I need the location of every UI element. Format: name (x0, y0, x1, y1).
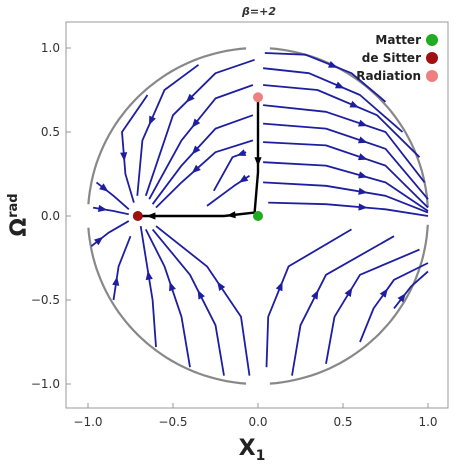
streamline-arrowhead (344, 287, 353, 297)
streamline-arrowhead (238, 174, 249, 183)
y-tick-label: 0.5 (41, 125, 60, 139)
legend-marker (426, 52, 438, 64)
streamline-arrowhead (358, 203, 368, 211)
streamline (263, 141, 429, 209)
streamline-arrowhead (169, 281, 176, 292)
boundary-arc (269, 224, 429, 385)
streamline (112, 235, 132, 301)
streamline-arrowhead (358, 171, 368, 179)
streamline (263, 104, 426, 183)
streamline-arrowhead (397, 293, 406, 303)
streamline-arrowhead (275, 281, 283, 292)
streamline (263, 161, 429, 212)
streamline-arrowhead (311, 289, 319, 300)
streamline-arrowhead (358, 187, 368, 195)
chart-title: β=+2 (241, 5, 276, 18)
x-axis-title: X1 (239, 436, 266, 464)
y-axis-label: Ω (7, 218, 32, 237)
y-tick-label: 0.0 (41, 209, 60, 223)
x-tick-label: −0.5 (158, 415, 187, 429)
streamline-arrowhead (94, 236, 104, 246)
fixed-points (132, 92, 263, 221)
streamline (291, 235, 395, 376)
streamline-arrowhead (358, 153, 368, 161)
trajectory-arrowhead (226, 211, 236, 219)
y-axis-title: Ωrad (6, 193, 32, 236)
fixed-point-matter (253, 211, 263, 221)
legend-label: de Sitter (362, 51, 421, 65)
trajectory-arrowhead (254, 157, 262, 167)
streamline (136, 64, 200, 196)
streamline (155, 139, 254, 209)
x-tick-label: 0.5 (333, 415, 352, 429)
streamline-arrowhead (191, 118, 201, 128)
streamline-arrowhead (191, 164, 201, 174)
streamline-arrowhead (236, 149, 247, 156)
streamline (393, 270, 429, 309)
streamline (263, 84, 421, 158)
svg-text:Ωrad: Ωrad (6, 193, 32, 236)
fixed-point-de-sitter (132, 211, 143, 221)
x-axis-subscript: 1 (256, 448, 266, 464)
streamline-arrowhead (335, 81, 345, 89)
streamlines (90, 52, 429, 376)
y-tick-label: −0.5 (31, 293, 60, 307)
y-tick-label: −1.0 (31, 377, 60, 391)
streamline-arrowhead (197, 289, 205, 300)
y-axis-superscript: rad (6, 193, 21, 218)
streamline-arrowhead (99, 183, 109, 192)
boundary-arc (87, 227, 247, 385)
x-tick-label: 1.0 (418, 415, 437, 429)
x-axis-label: X (239, 436, 256, 461)
streamline (144, 58, 255, 197)
streamline-arrowhead (379, 288, 388, 298)
streamline-arrowhead (358, 136, 368, 144)
streamline (263, 122, 429, 200)
streamline (155, 225, 251, 376)
streamline (148, 84, 254, 200)
trajectory-path (137, 97, 260, 218)
streamline (213, 151, 247, 192)
streamline-arrowhead (145, 270, 153, 281)
legend: Matter de Sitter Radiation (356, 33, 438, 83)
streamline-arrowhead (328, 61, 338, 68)
streamline-arrowhead (217, 281, 226, 291)
streamline (151, 228, 225, 376)
streamline-arrowhead (349, 100, 360, 108)
trajectory-group (137, 97, 262, 220)
legend-label: Radiation (356, 69, 421, 83)
y-tick-label: 1.0 (41, 41, 60, 55)
svg-text:X1: X1 (239, 436, 266, 464)
streamline (325, 248, 420, 364)
legend-marker (426, 70, 438, 82)
trajectory-arrowhead (146, 212, 156, 220)
streamline-arrowhead (358, 119, 368, 127)
legend-label: Matter (375, 33, 421, 47)
streamline-arrowhead (149, 115, 156, 126)
streamline (144, 228, 191, 368)
plot-frame (65, 21, 449, 409)
streamline-arrowhead (185, 93, 195, 103)
streamline-arrowhead (97, 204, 108, 212)
streamline-arrowhead (112, 276, 120, 286)
streamline (263, 181, 429, 214)
streamline (264, 52, 387, 103)
axis-ticks: −1.0 −0.5 0.0 0.5 1.0 −1.0 −0.5 0.0 0.5 1.0 (31, 41, 438, 429)
legend-marker (426, 34, 438, 46)
streamline (151, 114, 254, 205)
streamline-arrowhead (120, 152, 128, 162)
streamline (265, 228, 352, 368)
streamline (268, 201, 429, 217)
boundary-arc (87, 47, 247, 205)
fixed-point-radiation (253, 92, 263, 103)
x-tick-label: −1.0 (73, 415, 102, 429)
streamline-arrowhead (191, 145, 201, 155)
streamline (263, 67, 404, 133)
x-tick-label: 0.0 (248, 415, 267, 429)
